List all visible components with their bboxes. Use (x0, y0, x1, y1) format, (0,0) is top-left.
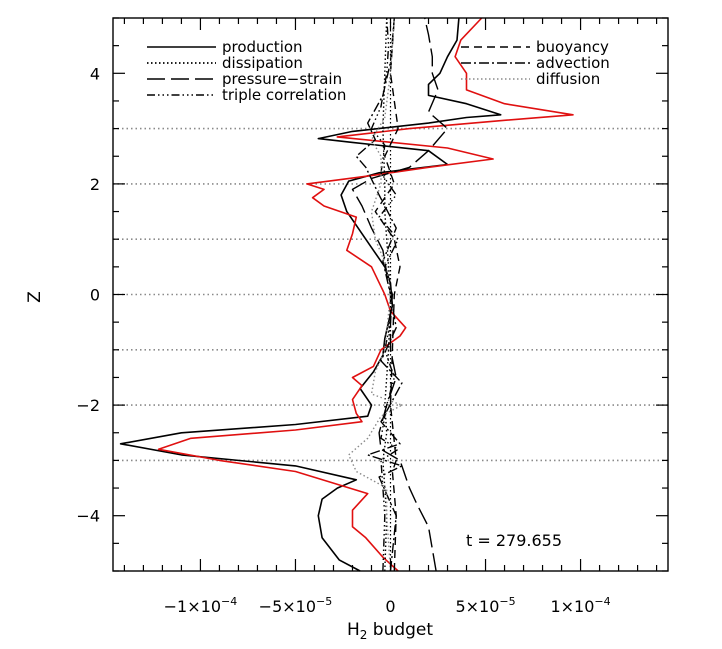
legend-label-buoyancy: buoyancy (536, 38, 609, 56)
legend-label-diffusion: diffusion (536, 70, 600, 88)
series-buoyancy (374, 17, 401, 572)
x-tick-label: 1×10−4 (550, 595, 610, 616)
x-tick-label: −5×10−5 (259, 595, 333, 616)
legend-label-triple-correlation: triple correlation (222, 86, 346, 104)
legend-label-dissipation: dissipation (222, 54, 303, 72)
series-diffusion (348, 17, 403, 572)
legend-label-production: production (222, 38, 303, 56)
x-axis-label: H2 budget (347, 620, 433, 642)
series-production (119, 17, 502, 572)
time-annotation: t = 279.655 (466, 531, 562, 550)
y-tick-label: −2 (76, 396, 100, 415)
y-tick-label: 4 (90, 64, 100, 83)
series-lines (119, 17, 574, 572)
x-tick-label: −1×10−4 (164, 595, 238, 616)
ticks: −1×10−4 −5×10−5 0 5×10−5 1×10−4 4 2 0 −2 −4 (76, 17, 668, 616)
y-tick-label: 2 (90, 175, 100, 194)
y-tick-label: −4 (76, 507, 100, 526)
x-tick-label: 5×10−5 (455, 595, 515, 616)
y-tick-label: 0 (90, 286, 100, 305)
legend-label-advection: advection (536, 54, 610, 72)
y-axis-label: Z (25, 291, 45, 303)
x-tick-label: 0 (385, 597, 395, 616)
legend-label-pressure-strain: pressure−strain (222, 70, 342, 88)
legend: production dissipation pressure−strain t… (147, 38, 610, 104)
series-production-red (157, 17, 574, 572)
